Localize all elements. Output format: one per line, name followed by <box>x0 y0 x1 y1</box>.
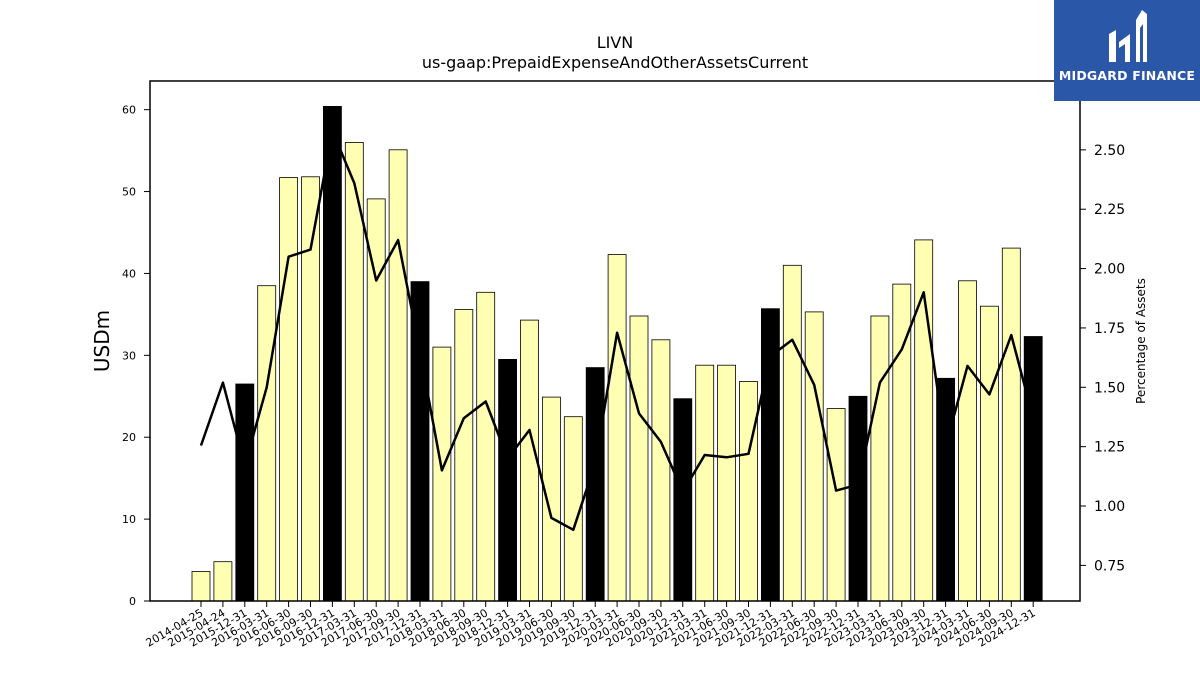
bar-2014-04-25 <box>191 571 211 602</box>
y-tick-label: 20 <box>122 431 136 444</box>
bar-2016-03-31 <box>257 285 277 602</box>
bar-2020-06-30 <box>629 315 649 602</box>
y-tick-label: 0 <box>129 595 136 608</box>
bar-2021-03-31 <box>695 364 715 602</box>
bar-2019-03-31 <box>520 319 539 602</box>
bar-2016-06-30 <box>279 177 299 602</box>
y-tick-label: 30 <box>122 349 136 362</box>
y-tick-label: 40 <box>122 267 136 280</box>
bar-2022-09-30 <box>826 408 846 602</box>
y2-tick-label: 1.25 <box>1094 440 1125 456</box>
logo-text: MIDGARD FINANCE <box>1058 68 1196 83</box>
y-tick-label: 60 <box>122 104 136 117</box>
bar-2018-06-30 <box>454 309 474 602</box>
bar-2022-12-31 <box>848 395 868 602</box>
bar-2024-12-31 <box>1023 336 1043 602</box>
y2-tick-label: 2.25 <box>1094 202 1125 218</box>
y2-tick-label: 0.75 <box>1094 558 1125 574</box>
bar-2020-03-31 <box>607 254 627 602</box>
bar-2022-06-30 <box>804 311 824 602</box>
right-y-axis-label: Percentage of Assets <box>1134 278 1148 404</box>
percentage-line-series <box>199 129 1035 532</box>
bar-2021-09-30 <box>739 381 758 602</box>
y-tick-label: 10 <box>122 513 136 526</box>
midgard-logo-icon <box>1109 10 1147 62</box>
bar-2017-06-30 <box>366 198 386 602</box>
y-axis-label: USDm <box>90 310 114 372</box>
y2-tick-label: 2.50 <box>1094 143 1125 159</box>
percentage-line <box>199 129 1035 532</box>
bar-2015-04-24 <box>213 561 233 602</box>
x-axis: 2014-04-252015-04-242015-12-312016-03-31… <box>144 601 1038 650</box>
bar-2024-09-30 <box>1001 247 1021 602</box>
bar-2017-09-30 <box>388 149 408 602</box>
bar-2015-12-31 <box>235 383 255 602</box>
bar-2022-03-31 <box>782 264 802 602</box>
bar-2017-12-31 <box>410 281 430 602</box>
bar-2020-12-31 <box>673 398 693 602</box>
y2-tick-label: 1.00 <box>1094 499 1125 515</box>
y-tick-label: 50 <box>122 186 136 199</box>
chart-title: LIVN <box>597 33 634 52</box>
bar-2018-03-31 <box>432 346 452 602</box>
left-y-axis: 0 10 20 30 40 50 60 <box>122 104 150 608</box>
bar-2020-09-30 <box>651 339 671 602</box>
bar-2023-12-31 <box>936 377 955 602</box>
y2-tick-label: 1.75 <box>1094 321 1125 337</box>
y2-tick-label: 1.50 <box>1094 380 1125 396</box>
bar-2019-06-30 <box>542 396 561 602</box>
plot-frame <box>149 80 1081 602</box>
bar-2018-09-30 <box>476 291 496 602</box>
bar-series <box>191 106 1043 602</box>
bar-2024-06-30 <box>980 305 999 602</box>
midgard-finance-logo: MIDGARD FINANCE <box>1054 0 1200 101</box>
chart-subtitle: us-gaap:PrepaidExpenseAndOtherAssetsCurr… <box>422 53 808 72</box>
right-y-axis: 0.75 1.00 1.25 1.50 1.75 2.00 2.25 2.50 <box>1080 143 1125 574</box>
bar-2016-12-31 <box>322 106 342 602</box>
y2-tick-label: 2.00 <box>1094 262 1125 278</box>
bar-2016-09-30 <box>301 176 320 602</box>
bar-2021-06-30 <box>717 364 736 602</box>
bar-2018-12-31 <box>498 358 518 602</box>
bar-2024-03-31 <box>958 280 977 602</box>
bar-2023-03-31 <box>870 315 890 602</box>
